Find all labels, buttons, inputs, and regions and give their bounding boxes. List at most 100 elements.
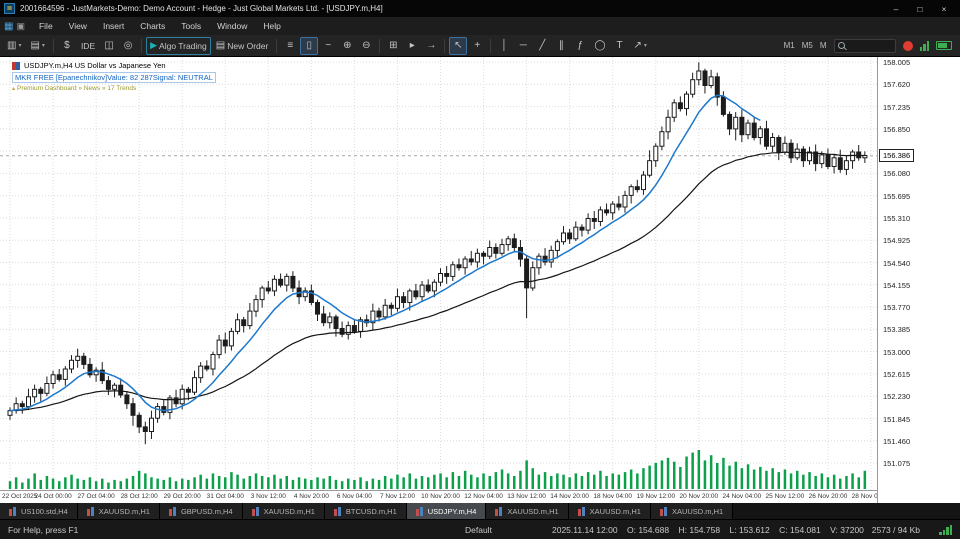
restore-button[interactable]: □ — [917, 3, 923, 14]
chart-area: USDJPY.m,H4 US Dollar vs Japanese Yen MK… — [0, 57, 960, 503]
chart-tab[interactable]: GBPUSD.m,H4 — [159, 503, 243, 519]
timeframe-m1-button[interactable]: M1 — [783, 41, 795, 50]
price-axis-label: 154.155 — [883, 280, 911, 290]
chart-tab[interactable]: BTCUSD.m,H1 — [324, 503, 407, 519]
premium-arrow-icon: ▴ — [12, 86, 16, 92]
time-axis[interactable]: 22 Oct 2025 24 Oct 00:00 27 Oct 04:00 28 Oc… — [0, 490, 877, 503]
mini-chart-icon — [659, 506, 667, 516]
time-axis-label: 18 Nov 04:00 — [593, 493, 633, 500]
time-axis-label: 10 Nov 20:00 — [421, 493, 460, 500]
chart-tab-active[interactable]: USDJPY.m,H4 — [406, 503, 487, 519]
chart-tab[interactable]: XAUUSD.m,H1 — [77, 503, 160, 519]
menu-insert[interactable]: Insert — [102, 21, 125, 31]
zoom-in-icon: ⊕ — [343, 39, 352, 51]
trendline-button[interactable]: ╱ — [533, 37, 551, 55]
tile-windows-button[interactable]: ⊞ — [384, 37, 402, 55]
time-axis-label: 24 Nov 04:00 — [722, 493, 762, 500]
market-watch-icon: $ — [64, 39, 70, 51]
symbol-search-input[interactable] — [833, 38, 896, 53]
chart-shift-button[interactable]: → — [422, 37, 440, 55]
fast-ma-line — [9, 94, 761, 412]
data-window-button[interactable]: ◫ — [100, 37, 118, 55]
status-profile[interactable]: Default — [465, 525, 492, 535]
zoom-in-button[interactable]: ⊕ — [338, 37, 356, 55]
toolbar-separator — [276, 38, 278, 53]
channel-button[interactable]: ∥ — [552, 37, 570, 55]
cursor-button[interactable]: ↖ — [449, 36, 468, 55]
grid-lines — [0, 57, 877, 490]
menu-view[interactable]: View — [68, 21, 87, 31]
timeframe-m5-button[interactable]: M5 — [801, 41, 813, 50]
horizontal-line-icon: ─ — [519, 39, 527, 51]
price-axis-label: 157.620 — [883, 80, 911, 90]
menu-charts[interactable]: Charts — [140, 21, 166, 31]
profiles-icon: ▤ — [30, 39, 40, 51]
vertical-line-button[interactable]: │ — [495, 37, 513, 55]
menu-tools[interactable]: Tools — [181, 21, 202, 31]
price-axis[interactable]: 158.005157.620157.235156.850156.465156.0… — [877, 57, 960, 503]
price-axis-label: 152.230 — [883, 392, 911, 402]
auto-scroll-button[interactable]: ▸ — [403, 37, 421, 55]
menu-help[interactable]: Help — [263, 21, 281, 31]
minimize-button[interactable]: – — [893, 3, 899, 14]
notification-badge[interactable] — [902, 40, 913, 51]
close-button[interactable]: × — [941, 3, 947, 14]
chart-tab[interactable]: XAUUSD.m,H1 — [486, 503, 569, 519]
mini-chart-icon — [251, 506, 259, 516]
channel-icon: ∥ — [558, 39, 564, 51]
chart-tab[interactable]: XAUUSD.m,H1 — [650, 503, 734, 519]
algo-trading-button[interactable]: ▶ Algo Trading — [146, 36, 211, 55]
timeframe-m15-button[interactable]: M — [819, 41, 827, 50]
price-axis-label: 155.695 — [883, 191, 911, 201]
time-axis-label: 20 Nov 20:00 — [679, 493, 719, 500]
shapes-button[interactable]: ◯ — [590, 37, 609, 55]
tab-label: XAUUSD.m,H1 — [263, 506, 315, 516]
ide-button[interactable]: IDE — [77, 37, 99, 55]
slow-ma-line — [9, 151, 865, 412]
price-axis-label: 154.925 — [883, 236, 911, 246]
chart-tab[interactable]: US100.std,H4 — [0, 503, 78, 519]
price-axis-label: 155.310 — [883, 214, 911, 223]
connection-bars-icon — [939, 525, 952, 535]
price-axis-label: 151.845 — [883, 414, 911, 424]
crosshair-button[interactable]: + — [468, 37, 486, 55]
line-chart-button[interactable]: ~ — [319, 37, 337, 55]
mini-chart-icon — [333, 506, 341, 516]
text-tool-button[interactable]: T — [611, 37, 629, 55]
chart-window-icon: ▣ — [16, 20, 25, 31]
mini-chart-icon — [9, 506, 16, 516]
chart-profiles-button[interactable]: ▤ ▾ — [26, 37, 48, 55]
fibonacci-icon: ƒ — [577, 39, 584, 51]
new-order-button[interactable]: ▤ New Order — [212, 37, 273, 55]
chart-plot[interactable] — [0, 57, 877, 490]
new-order-label: New Order — [227, 40, 269, 51]
chart-shift-icon: → — [426, 39, 437, 51]
time-axis-label: 25 Nov 12:00 — [765, 493, 805, 500]
menu-window[interactable]: Window — [217, 21, 248, 31]
arrows-tool-button[interactable]: ↗ ▾ — [630, 37, 651, 55]
chart-tab[interactable]: XAUUSD.m,H1 — [568, 503, 651, 519]
bar-chart-button[interactable]: ≡ — [281, 37, 299, 55]
symbol-icon — [12, 61, 21, 70]
fibonacci-button[interactable]: ƒ — [571, 37, 589, 55]
volume-bars — [8, 450, 867, 489]
horizontal-line-button[interactable]: ─ — [514, 37, 532, 55]
price-axis-label: 153.770 — [883, 303, 911, 313]
time-axis-label: 29 Oct 20:00 — [163, 493, 201, 500]
candles-layer — [7, 62, 868, 445]
candlestick-chart-button[interactable]: ▯ — [300, 36, 319, 55]
toolbar-separator — [444, 38, 446, 53]
zoom-out-button[interactable]: ⊖ — [357, 37, 375, 55]
price-axis-label: 151.460 — [883, 436, 911, 446]
menu-file[interactable]: File — [38, 21, 53, 31]
new-chart-button[interactable]: ▥ ▾ — [3, 37, 25, 55]
time-axis-label: 12 Nov 04:00 — [464, 493, 503, 500]
ide-label: IDE — [80, 40, 96, 51]
mini-chart-icon — [495, 506, 503, 516]
chart-tab[interactable]: XAUUSD.m,H1 — [242, 503, 325, 519]
strategy-tester-button[interactable]: ◎ — [119, 37, 137, 55]
price-axis-label: 154.540 — [883, 258, 911, 268]
market-watch-button[interactable]: $ — [58, 37, 76, 55]
metrics-icon — [919, 40, 929, 51]
